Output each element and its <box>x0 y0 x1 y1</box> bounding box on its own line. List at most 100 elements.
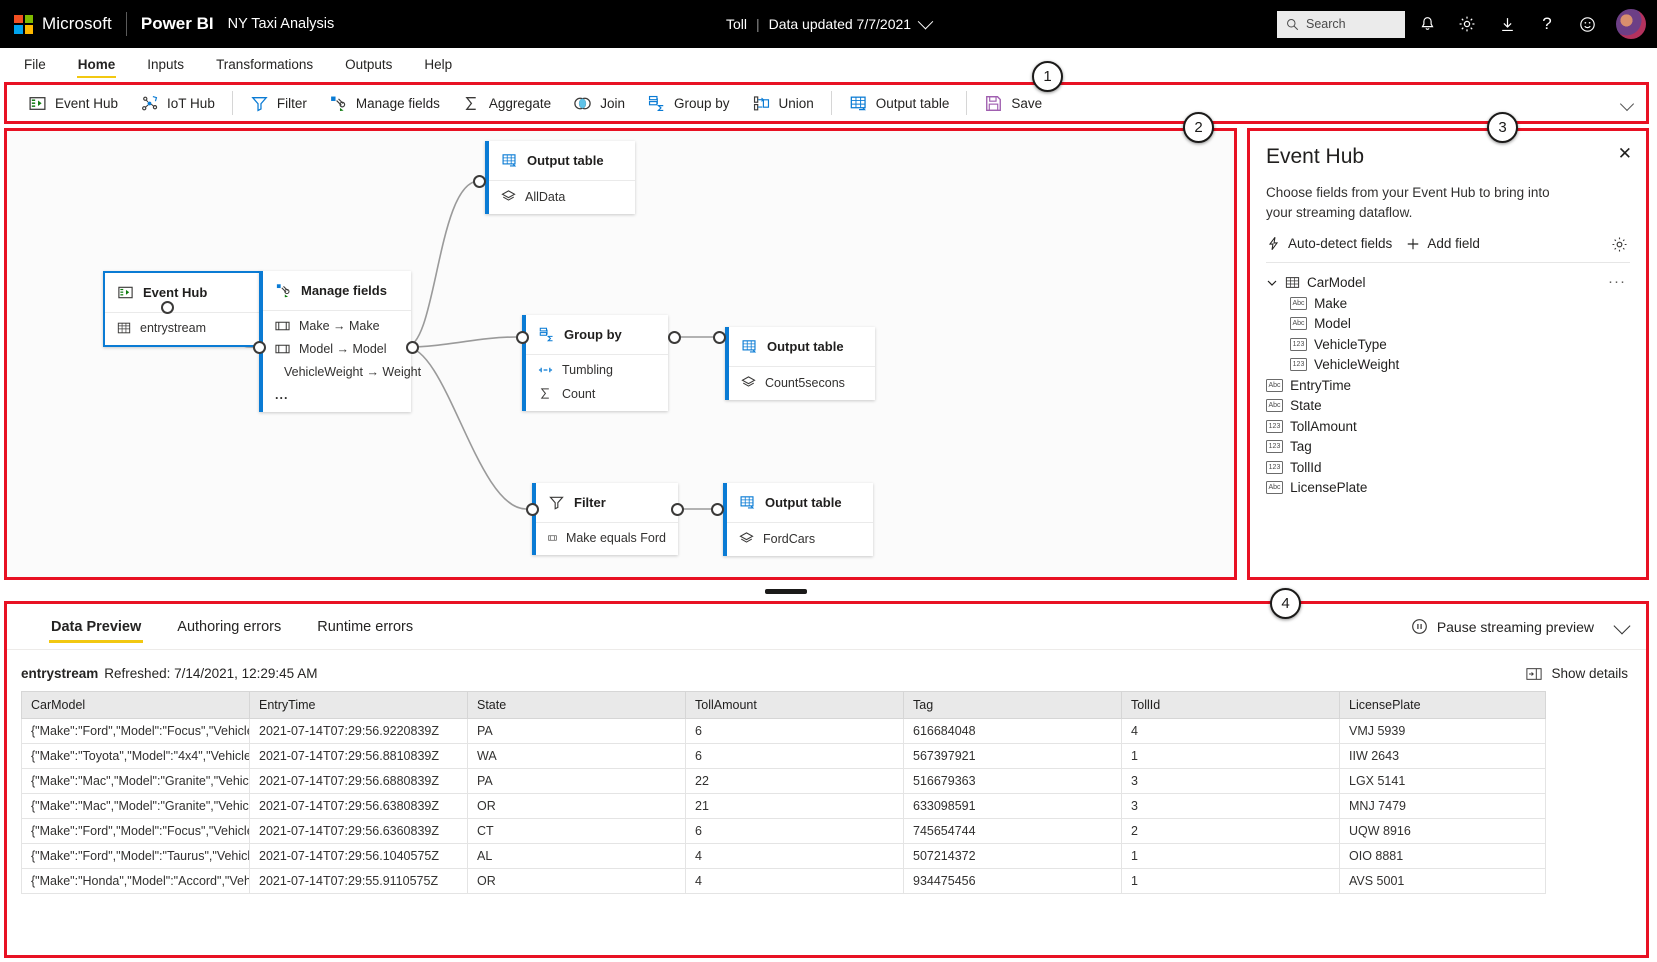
menu-item-inputs[interactable]: Inputs <box>147 56 185 72</box>
product-name[interactable]: Power BI <box>140 14 214 33</box>
table-row[interactable]: {"Make":"Honda","Model":"Accord","Vehic … <box>21 868 1546 894</box>
close-icon[interactable]: ✕ <box>1617 144 1632 163</box>
sigma-icon <box>540 388 549 399</box>
ribbon-button-iot-hub[interactable]: IoT Hub <box>129 87 226 119</box>
table-row[interactable]: {"Make":"Ford","Model":"Focus","VehicleT… <box>21 818 1546 844</box>
tree-node-vehicleweight[interactable]: 123 VehicleWeight <box>1266 357 1630 372</box>
cell-tollamount: 4 <box>685 843 904 869</box>
ribbon-button-group-by[interactable]: Group by <box>636 87 741 119</box>
tree-node-tollid[interactable]: 123 TollId <box>1266 460 1630 475</box>
data-preview-table[interactable]: CarModel EntryTime State TollAmount Tag … <box>21 691 1546 894</box>
tree-node-vehicletype[interactable]: 123 VehicleType <box>1266 337 1630 352</box>
dataflow-canvas[interactable]: Event Hub entrystream <box>4 128 1237 580</box>
node-port-filter-out[interactable] <box>671 503 684 516</box>
node-port-managefields-in[interactable] <box>253 341 266 354</box>
column-header-tag[interactable]: Tag <box>903 691 1122 719</box>
tree-node-model[interactable]: Abc Model <box>1266 316 1630 331</box>
column-header-carmodel[interactable]: CarModel <box>21 691 250 719</box>
sigma-icon <box>465 96 476 110</box>
tree-node-tollamount[interactable]: 123 TollAmount <box>1266 419 1630 434</box>
chevron-down-icon[interactable] <box>917 13 934 29</box>
settings-gear-icon[interactable] <box>1611 236 1628 258</box>
column-header-tollid[interactable]: TollId <box>1121 691 1340 719</box>
canvas-node-manage-fields[interactable]: Manage fields Make → Make Model → Model … <box>259 271 421 412</box>
node-port-output-alldata-in[interactable] <box>473 175 486 188</box>
action-label: Auto-detect fields <box>1288 236 1393 252</box>
canvas-node-output-fordcars[interactable]: Output table FordCars <box>723 483 873 556</box>
tab-data-preview[interactable]: Data Preview <box>33 604 159 650</box>
status-updated-label[interactable]: Data updated 7/7/2021 <box>768 16 912 32</box>
table-row[interactable]: {"Make":"Toyota","Model":"4x4","VehicleT… <box>21 743 1546 769</box>
table-row[interactable]: {"Make":"Mac","Model":"Granite","Vehicle… <box>21 793 1546 819</box>
ribbon-button-save[interactable]: Save <box>973 87 1053 119</box>
menu-item-file[interactable]: File <box>24 56 46 72</box>
ribbon-label: Output table <box>875 95 950 111</box>
cell-tollid: 1 <box>1121 843 1340 869</box>
document-title[interactable]: NY Taxi Analysis <box>227 16 335 32</box>
settings-gear-icon[interactable] <box>1449 6 1485 42</box>
ribbon-button-event-hub[interactable]: Event Hub <box>17 87 129 119</box>
microsoft-logo[interactable]: Microsoft <box>0 14 112 34</box>
tree-node-tag[interactable]: 123 Tag <box>1266 439 1630 454</box>
tree-node-make[interactable]: Abc Make <box>1266 296 1630 311</box>
column-header-entrytime[interactable]: EntryTime <box>249 691 468 719</box>
node-port-filter-in[interactable] <box>526 503 539 516</box>
auto-detect-fields-button[interactable]: Auto-detect fields <box>1266 236 1392 251</box>
tree-node-carmodel[interactable]: CarModel ··· <box>1266 273 1630 291</box>
canvas-node-filter[interactable]: Filter Make equals Ford <box>532 483 678 555</box>
pause-streaming-preview-button[interactable]: Pause streaming preview <box>1411 618 1594 635</box>
table-row[interactable]: {"Make":"Mac","Model":"Granite","Vehicle… <box>21 768 1546 794</box>
canvas-node-output-count5secons[interactable]: Output table Count5secons <box>725 327 875 400</box>
search-icon <box>1287 18 1299 30</box>
node-title: Event Hub <box>143 285 208 300</box>
node-port-groupby-out[interactable] <box>668 331 681 344</box>
ribbon-button-manage-fields[interactable]: Manage fields <box>318 87 451 119</box>
menu-item-outputs[interactable]: Outputs <box>345 56 393 72</box>
chevron-down-icon[interactable] <box>1613 617 1631 635</box>
ribbon-collapse-chevron-icon[interactable] <box>1619 96 1635 112</box>
tab-authoring-errors[interactable]: Authoring errors <box>177 618 282 635</box>
menu-item-help[interactable]: Help <box>424 56 453 72</box>
node-port-managefields-out[interactable] <box>406 341 419 354</box>
ribbon-button-aggregate[interactable]: Aggregate <box>451 87 562 119</box>
avatar[interactable] <box>1615 8 1647 40</box>
group-by-icon <box>539 327 553 342</box>
column-header-state[interactable]: State <box>467 691 686 719</box>
add-field-button[interactable]: Add field <box>1406 236 1480 251</box>
canvas-node-group-by[interactable]: Group by Tumbling Count <box>522 315 668 411</box>
node-body: FordCars <box>727 523 873 556</box>
column-header-licenseplate[interactable]: LicensePlate <box>1339 691 1546 719</box>
table-row[interactable]: {"Make":"Ford","Model":"Taurus","Vehicle… <box>21 843 1546 869</box>
node-port-output-fordcars-in[interactable] <box>711 503 724 516</box>
menu-item-home[interactable]: Home <box>62 48 132 80</box>
ribbon-button-union[interactable]: Union <box>741 87 825 119</box>
feedback-smiley-icon[interactable] <box>1569 6 1605 42</box>
tree-node-entrytime[interactable]: Abc EntryTime <box>1266 378 1630 393</box>
node-port-groupby-in[interactable] <box>516 331 529 344</box>
search-input[interactable]: Search <box>1277 10 1405 38</box>
download-icon[interactable] <box>1489 6 1525 42</box>
tree-node-state[interactable]: Abc State <box>1266 398 1630 413</box>
notifications-icon[interactable] <box>1409 6 1445 42</box>
panel-splitter-handle[interactable] <box>765 589 807 594</box>
menu-item-transformations[interactable]: Transformations <box>216 56 314 72</box>
chevron-down-icon[interactable] <box>1266 277 1278 289</box>
node-port-output-count-in[interactable] <box>713 331 726 344</box>
column-header-tollamount[interactable]: TollAmount <box>685 691 904 719</box>
tree-node-overflow-icon[interactable]: ··· <box>1608 273 1626 291</box>
canvas-node-event-hub[interactable]: Event Hub entrystream <box>103 271 263 347</box>
ribbon-button-filter[interactable]: Filter <box>239 87 318 119</box>
ribbon-button-join[interactable]: Join <box>562 87 636 119</box>
cell-entrytime: 2021-07-14T07:29:55.9110575Z <box>249 868 468 894</box>
tab-runtime-errors[interactable]: Runtime errors <box>317 618 414 635</box>
canvas-node-output-alldata[interactable]: Output table AllData <box>485 141 635 214</box>
show-details-button[interactable]: Show details <box>1526 666 1628 681</box>
help-icon[interactable]: ? <box>1542 14 1552 33</box>
table-row[interactable]: {"Make":"Ford","Model":"Focus","VehicleT… <box>21 718 1546 744</box>
tree-node-licenseplate[interactable]: Abc LicensePlate <box>1266 480 1630 495</box>
node-port-eventhub-out[interactable] <box>161 301 174 314</box>
ribbon-button-output-table[interactable]: Output table <box>838 87 961 119</box>
node-title: Output table <box>765 495 842 510</box>
node-row-overflow[interactable]: ... <box>275 388 399 402</box>
